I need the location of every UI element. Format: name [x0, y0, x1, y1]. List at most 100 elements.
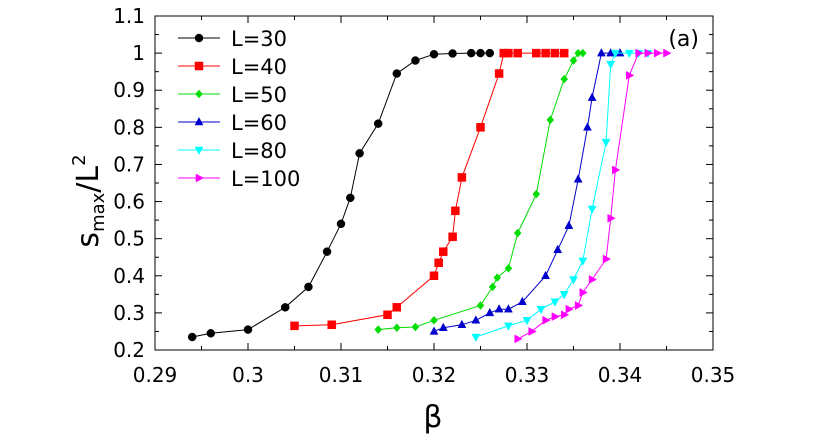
- data-point: [522, 317, 532, 326]
- data-point: [336, 219, 346, 229]
- y-label-sub: max: [88, 192, 109, 232]
- legend-label: L=50: [231, 83, 287, 107]
- legend-marker: [195, 173, 205, 183]
- series-l-80: [471, 49, 653, 343]
- data-point: [602, 254, 612, 264]
- x-tick-label: 0.33: [505, 363, 550, 387]
- data-point: [429, 49, 439, 59]
- data-point: [587, 92, 597, 101]
- data-point: [550, 298, 560, 307]
- legend-marker: [194, 33, 204, 43]
- legend-label: L=80: [231, 139, 287, 163]
- data-point: [187, 332, 197, 342]
- y-tick-label: 0.2: [113, 338, 145, 362]
- data-point: [322, 247, 332, 256]
- data-point: [383, 310, 392, 319]
- x-axis-label: β: [423, 400, 442, 435]
- data-point: [550, 48, 560, 58]
- y-tick-label: 0.8: [113, 115, 145, 139]
- y-tick-label: 0.4: [113, 264, 145, 288]
- data-point: [587, 205, 597, 215]
- data-point: [434, 258, 443, 268]
- data-point: [206, 329, 216, 338]
- legend-label: L=60: [231, 111, 287, 135]
- legend-item: L=30: [178, 27, 287, 51]
- legend-item: L=40: [178, 55, 287, 79]
- legend-marker: [195, 89, 203, 99]
- data-point: [536, 305, 546, 315]
- data-point: [546, 115, 555, 125]
- data-point: [448, 232, 457, 242]
- data-point: [373, 119, 383, 128]
- data-point: [541, 48, 550, 58]
- series-l-60: [429, 48, 625, 335]
- data-point: [429, 271, 439, 281]
- legend-item: L=100: [178, 167, 300, 191]
- data-point: [457, 319, 467, 329]
- data-point: [493, 273, 502, 283]
- legend-label: L=40: [231, 55, 287, 79]
- data-point: [596, 48, 606, 57]
- data-point: [439, 247, 448, 256]
- data-point: [588, 275, 598, 284]
- data-point: [411, 56, 420, 65]
- y-tick-label: 0.5: [113, 227, 145, 251]
- data-point: [578, 48, 587, 58]
- y-tick-label: 1: [132, 41, 145, 65]
- data-point: [448, 49, 457, 58]
- data-point: [503, 322, 513, 331]
- data-point: [644, 48, 653, 58]
- data-point: [624, 49, 634, 59]
- y-tick-label: 0.7: [113, 152, 145, 176]
- data-point: [560, 310, 570, 320]
- data-point: [559, 48, 569, 58]
- data-point: [346, 193, 355, 203]
- data-point: [583, 122, 592, 131]
- data-point: [243, 325, 253, 334]
- data-point: [374, 325, 383, 334]
- data-point: [476, 48, 485, 58]
- data-point: [471, 333, 481, 343]
- data-point: [466, 48, 476, 58]
- data-point: [541, 270, 551, 280]
- data-point: [494, 304, 504, 313]
- series-l-40: [290, 48, 569, 331]
- data-point: [559, 291, 569, 300]
- data-point: [635, 48, 644, 58]
- data-point: [451, 206, 460, 216]
- legend-item: L=50: [178, 83, 287, 107]
- data-point: [488, 282, 497, 292]
- legend-label: L=100: [231, 167, 300, 191]
- data-point: [517, 296, 527, 306]
- legend-label: L=30: [231, 27, 287, 51]
- data-point: [532, 48, 541, 58]
- legend-item: L=80: [178, 139, 287, 163]
- data-point: [528, 327, 537, 336]
- data-point: [513, 228, 522, 238]
- data-point: [471, 315, 481, 324]
- panel-label: (a): [668, 27, 699, 52]
- data-point: [327, 320, 336, 330]
- data-point: [430, 315, 438, 325]
- data-point: [504, 263, 513, 273]
- data-point: [485, 307, 495, 317]
- data-point: [607, 213, 616, 223]
- y-label-sup: 2: [69, 154, 90, 165]
- legend-marker: [194, 146, 204, 156]
- data-point: [601, 138, 611, 148]
- series-line: [294, 52, 565, 327]
- x-tick-label: 0.29: [133, 363, 178, 387]
- data-point: [610, 49, 620, 59]
- data-point: [304, 282, 313, 292]
- data-point: [578, 257, 588, 266]
- data-point: [569, 276, 578, 285]
- data-point: [411, 322, 420, 332]
- data-point: [429, 326, 439, 335]
- data-point: [612, 165, 621, 175]
- series-line: [378, 52, 583, 331]
- data-point: [565, 304, 574, 314]
- data-point: [560, 74, 569, 84]
- svg-text:smax/L2: smax/L2: [69, 154, 109, 247]
- series-l-50: [374, 48, 587, 334]
- data-point: [494, 69, 504, 78]
